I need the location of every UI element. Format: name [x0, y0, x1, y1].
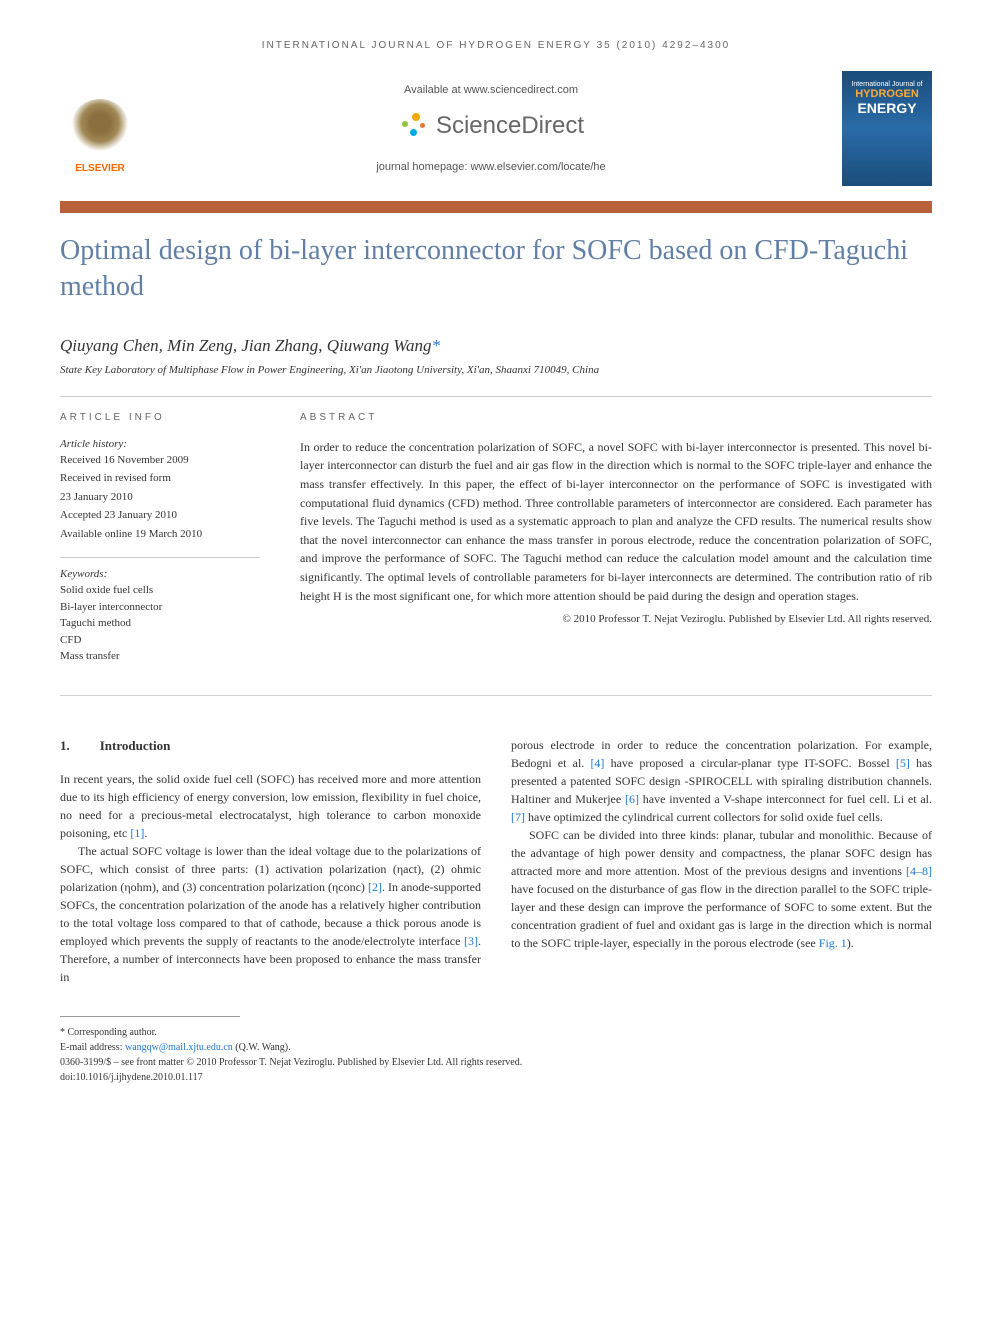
info-section: ARTICLE INFO Article history: Received 1… [60, 412, 932, 665]
abstract-header: ABSTRACT [300, 412, 932, 423]
keywords-label: Keywords: [60, 557, 260, 580]
abstract-section: ABSTRACT In order to reduce the concentr… [300, 412, 932, 665]
corresponding-mark[interactable]: * [431, 336, 440, 355]
info-divider [60, 396, 932, 397]
ref-link[interactable]: [4–8] [906, 864, 932, 878]
paragraph: In recent years, the solid oxide fuel ce… [60, 770, 481, 842]
history-label: Article history: [60, 438, 260, 450]
journal-cover[interactable]: International Journal of HYDROGEN ENERGY [842, 71, 932, 186]
history-item: Received 16 November 2009 [60, 452, 260, 469]
article-title: Optimal design of bi-layer interconnecto… [60, 233, 932, 306]
journal-homepage: journal homepage: www.elsevier.com/locat… [140, 161, 842, 173]
elsevier-text: ELSEVIER [75, 163, 124, 174]
sciencedirect-logo[interactable]: ScienceDirect [398, 111, 584, 141]
corresponding-author: * Corresponding author. [60, 1025, 932, 1040]
email-line: E-mail address: wangqw@mail.xjtu.edu.cn … [60, 1040, 932, 1055]
section-number: 1. [60, 736, 70, 756]
elsevier-logo[interactable]: ELSEVIER [60, 84, 140, 174]
cover-main-text: HYDROGEN [855, 88, 919, 100]
right-column: porous electrode in order to reduce the … [511, 736, 932, 987]
article-info-header: ARTICLE INFO [60, 412, 260, 423]
ref-link[interactable]: [1] [130, 826, 144, 840]
intro-heading: 1. Introduction [60, 736, 481, 756]
ref-link[interactable]: [6] [625, 792, 639, 806]
authors: Qiuyang Chen, Min Zeng, Jian Zhang, Qiuw… [60, 336, 932, 356]
left-column: 1. Introduction In recent years, the sol… [60, 736, 481, 987]
ref-link[interactable]: [4] [590, 756, 604, 770]
paragraph: The actual SOFC voltage is lower than th… [60, 842, 481, 986]
keyword-item: Solid oxide fuel cells [60, 582, 260, 599]
paragraph: porous electrode in order to reduce the … [511, 736, 932, 826]
fig-link[interactable]: Fig. 1 [819, 936, 847, 950]
ref-link[interactable]: [2] [368, 880, 382, 894]
author-names: Qiuyang Chen, Min Zeng, Jian Zhang, Qiuw… [60, 336, 431, 355]
paragraph: SOFC can be divided into three kinds: pl… [511, 826, 932, 952]
sciencedirect-icon [398, 111, 428, 141]
center-header: Available at www.sciencedirect.com Scien… [140, 84, 842, 173]
section-title: Introduction [100, 736, 171, 756]
abstract-text: In order to reduce the concentration pol… [300, 438, 932, 605]
running-header: INTERNATIONAL JOURNAL OF HYDROGEN ENERGY… [60, 40, 932, 51]
doi-line: doi:10.1016/j.ijhydene.2010.01.117 [60, 1070, 932, 1085]
footer: * Corresponding author. E-mail address: … [60, 1025, 932, 1085]
copyright-line: © 2010 Professor T. Nejat Veziroglu. Pub… [300, 613, 932, 625]
sciencedirect-text: ScienceDirect [436, 112, 584, 140]
issn-line: 0360-3199/$ – see front matter © 2010 Pr… [60, 1055, 932, 1070]
available-text: Available at www.sciencedirect.com [140, 84, 842, 96]
keyword-item: Taguchi method [60, 615, 260, 632]
ref-link[interactable]: [5] [896, 756, 910, 770]
history-item: Received in revised form [60, 470, 260, 487]
ref-link[interactable]: [7] [511, 810, 525, 824]
history-item: 23 January 2010 [60, 489, 260, 506]
header-section: ELSEVIER Available at www.sciencedirect.… [60, 71, 932, 186]
ref-link[interactable]: [3] [464, 934, 478, 948]
article-info: ARTICLE INFO Article history: Received 1… [60, 412, 260, 665]
elsevier-tree-icon [70, 99, 130, 159]
cover-sub-text: ENERGY [857, 100, 916, 116]
affiliation: State Key Laboratory of Multiphase Flow … [60, 364, 932, 376]
cover-top-text: International Journal of [851, 81, 922, 88]
footer-divider [60, 1016, 240, 1017]
keyword-item: Bi-layer interconnector [60, 599, 260, 616]
page-container: INTERNATIONAL JOURNAL OF HYDROGEN ENERGY… [0, 0, 992, 1125]
email-link[interactable]: wangqw@mail.xjtu.edu.cn [125, 1042, 233, 1053]
divider-bar [60, 201, 932, 213]
history-item: Available online 19 March 2010 [60, 526, 260, 543]
history-item: Accepted 23 January 2010 [60, 507, 260, 524]
section-divider [60, 695, 932, 696]
body-section: 1. Introduction In recent years, the sol… [60, 736, 932, 987]
keyword-item: Mass transfer [60, 648, 260, 665]
keyword-item: CFD [60, 632, 260, 649]
